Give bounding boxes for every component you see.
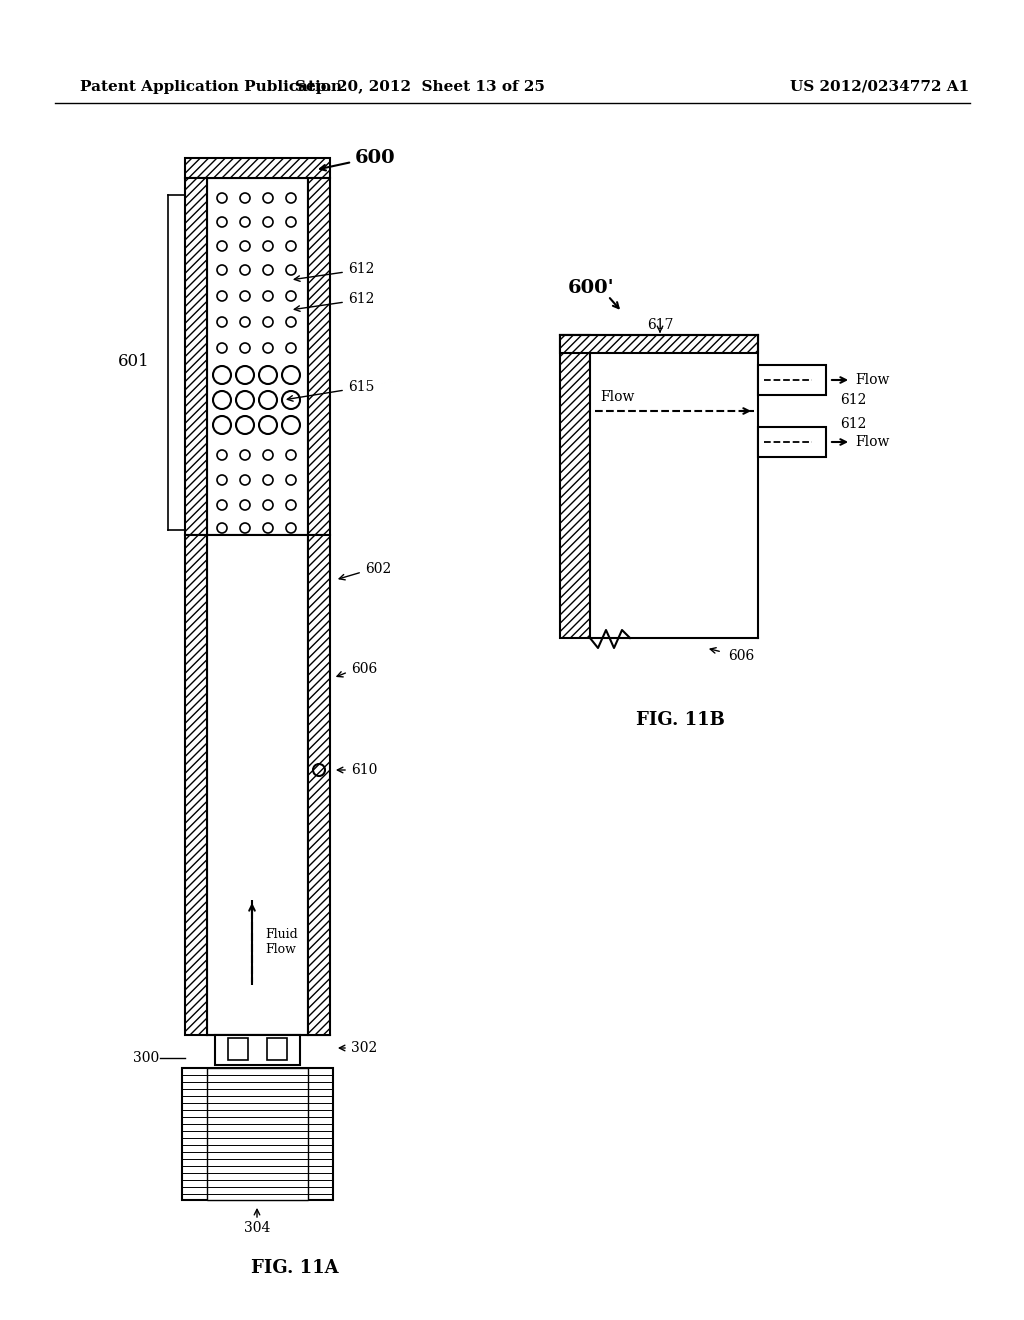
Bar	[182, 1068, 333, 1200]
Text: Patent Application Publication: Patent Application Publication	[80, 81, 342, 94]
Bar	[758, 426, 826, 457]
Bar	[228, 1038, 248, 1060]
Bar	[308, 178, 330, 535]
Text: 617: 617	[647, 318, 673, 333]
Bar	[185, 535, 207, 1035]
Bar	[758, 366, 826, 395]
Text: 600': 600'	[568, 279, 614, 297]
Text: Sep. 20, 2012  Sheet 13 of 25: Sep. 20, 2012 Sheet 13 of 25	[295, 81, 545, 94]
Bar	[207, 535, 308, 1035]
Text: 602: 602	[365, 562, 391, 576]
Text: 612: 612	[840, 393, 866, 407]
Text: 615: 615	[348, 380, 375, 393]
Bar	[560, 335, 590, 638]
Text: 612: 612	[840, 417, 866, 432]
Text: Flow: Flow	[855, 374, 890, 387]
Bar	[207, 1068, 308, 1200]
Text: Flow: Flow	[855, 436, 890, 449]
Text: Flow: Flow	[600, 389, 635, 404]
Text: 612: 612	[348, 261, 375, 276]
Bar	[267, 1038, 287, 1060]
Text: 600: 600	[355, 149, 395, 168]
Bar	[185, 158, 330, 178]
Text: US 2012/0234772 A1: US 2012/0234772 A1	[790, 81, 970, 94]
Text: FIG. 11A: FIG. 11A	[251, 1259, 339, 1276]
Bar	[308, 535, 330, 1035]
Bar	[215, 1035, 300, 1065]
Text: 612: 612	[348, 292, 375, 306]
Text: 606: 606	[351, 663, 377, 676]
Text: 601: 601	[118, 354, 150, 371]
Text: 300: 300	[133, 1051, 160, 1065]
Text: 610: 610	[351, 763, 378, 777]
Bar	[207, 178, 308, 535]
Text: 606: 606	[728, 649, 755, 663]
Text: Fluid
Flow: Fluid Flow	[265, 928, 298, 956]
Text: 302: 302	[351, 1041, 377, 1055]
Bar	[560, 335, 758, 352]
Text: 304: 304	[244, 1221, 270, 1236]
Text: FIG. 11B: FIG. 11B	[636, 711, 724, 729]
Bar	[185, 178, 207, 535]
